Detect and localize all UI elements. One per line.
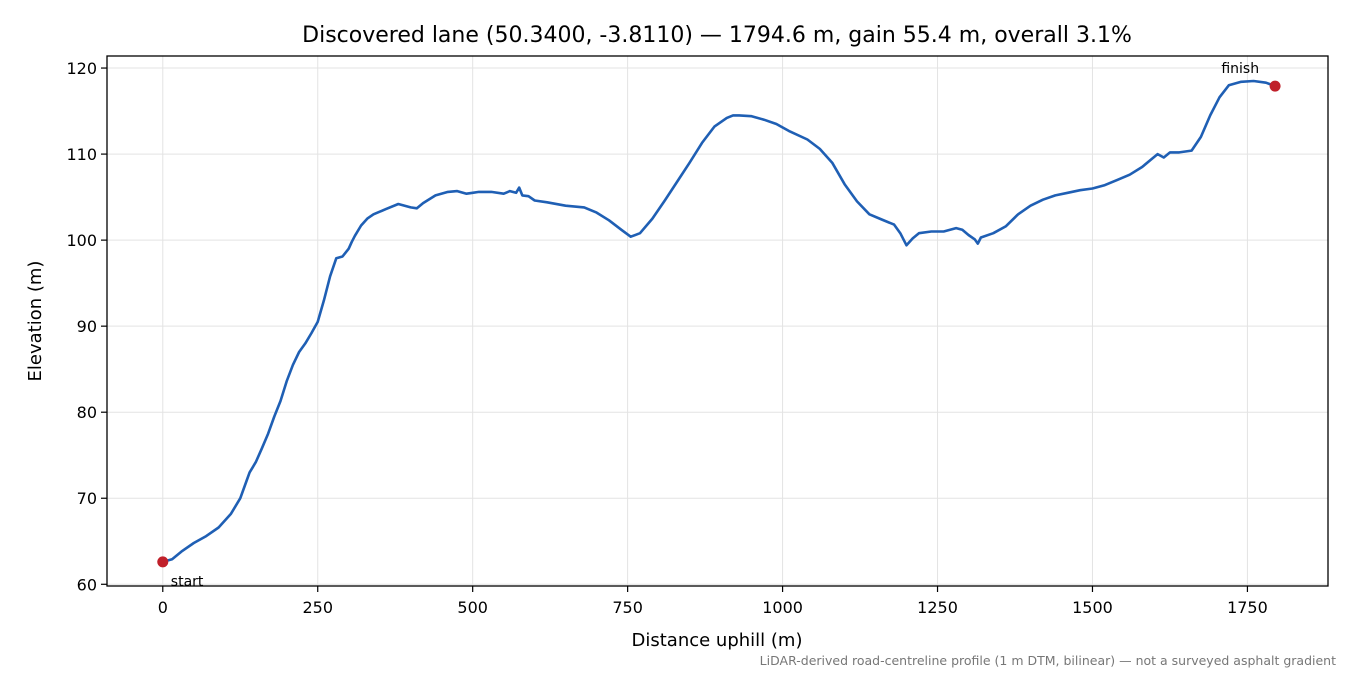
finish-label: finish [1221,61,1259,77]
y-tick-label: 120 [66,59,97,78]
elevation-series-line [161,79,1277,564]
start-marker [157,556,169,568]
x-axis-label: Distance uphill (m) [632,630,803,651]
x-tick-label: 1250 [917,598,958,617]
y-tick-label: 100 [66,231,97,250]
y-ticks: 60 70 80 90 100 110 120 [66,59,107,594]
x-tick-label: 0 [158,598,168,617]
start-label: start [171,574,204,590]
plot-area-frame [106,55,1329,587]
y-tick-label: 70 [77,489,97,508]
y-tick-label: 80 [77,403,97,422]
grid [107,56,1328,586]
y-tick-label: 90 [77,317,97,336]
chart-title: Discovered lane (50.3400, -3.8110) — 179… [302,23,1132,48]
x-tick-label: 1750 [1227,598,1268,617]
x-tick-label: 750 [612,598,643,617]
y-tick-label: 60 [77,575,97,594]
y-axis-label: Elevation (m) [25,261,46,382]
x-tick-label: 250 [302,598,333,617]
markers: start finish [157,61,1281,590]
x-tick-label: 1000 [762,598,803,617]
footnote: LiDAR-derived road-centreline profile (1… [760,653,1336,668]
y-tick-label: 110 [66,145,97,164]
finish-marker [1269,80,1281,92]
x-tick-label: 1500 [1072,598,1113,617]
x-ticks: 0 250 500 750 1000 1250 1500 1750 [158,586,1268,617]
x-tick-label: 500 [457,598,488,617]
